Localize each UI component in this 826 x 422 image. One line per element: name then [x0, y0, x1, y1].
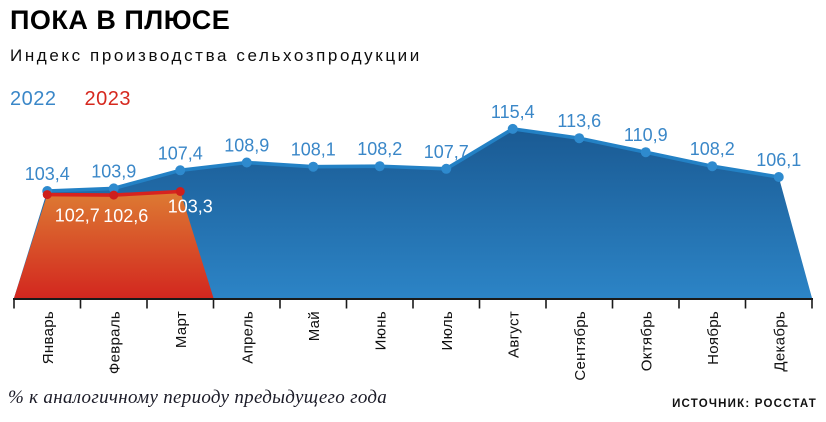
data-point-2022-3 — [241, 157, 252, 168]
value-label-2022-4: 108,1 — [291, 140, 336, 160]
value-label-2022-11: 106,1 — [756, 150, 801, 170]
legend-item-2023: 2023 — [84, 88, 131, 110]
x-tick-label-5: Июнь — [372, 311, 389, 350]
value-label-2023-1: 102,6 — [103, 206, 148, 226]
x-tick-label-7: Август — [505, 311, 522, 358]
data-point-2022-8 — [574, 133, 585, 144]
data-point-2022-1 — [108, 183, 119, 194]
data-point-2022-11 — [773, 172, 784, 182]
value-label-2022-10: 108,2 — [690, 139, 735, 159]
value-label-2022-2: 107,4 — [158, 143, 203, 163]
x-tick-label-8: Сентябрь — [572, 311, 589, 381]
data-point-2022-4 — [308, 161, 319, 172]
chart-subtitle: Индекс производства сельхозпродукции — [10, 46, 422, 65]
legend-item-2022: 2022 — [10, 88, 57, 110]
footnote: % к аналогичному периоду предыдущего год… — [8, 387, 388, 408]
x-tick-label-10: Ноябрь — [705, 311, 722, 365]
data-point-2022-2 — [175, 165, 186, 176]
x-tick-label-6: Июль — [439, 311, 456, 350]
line-2022 — [45, 127, 781, 193]
value-label-2022-7: 115,4 — [491, 102, 535, 122]
value-label-2022-0: 103,4 — [25, 164, 70, 184]
data-point-2022-10 — [707, 161, 718, 172]
source-label: ИСТОЧНИК: РОССТАТ — [672, 398, 817, 410]
data-point-2022-7 — [507, 123, 518, 134]
x-tick-label-11: Декабрь — [771, 311, 788, 372]
value-label-2023-0: 102,7 — [55, 206, 100, 226]
data-point-2023-2 — [175, 187, 185, 196]
data-point-2023-0 — [42, 190, 52, 200]
x-tick-label-2: Март — [173, 311, 190, 348]
data-point-2022-5 — [374, 161, 385, 172]
value-label-2022-9: 110,9 — [624, 125, 668, 145]
x-tick-label-9: Октябрь — [638, 311, 655, 371]
x-tick-label-1: Февраль — [106, 311, 123, 374]
value-label-2022-5: 108,2 — [357, 139, 402, 159]
page-title: ПОКА В ПЛЮСЕ — [10, 5, 231, 35]
data-point-2022-6 — [441, 163, 452, 174]
data-point-2022-9 — [640, 147, 651, 158]
value-label-2022-8: 113,6 — [557, 111, 601, 131]
data-point-2023-1 — [109, 190, 119, 200]
x-tick-label-0: Январь — [40, 311, 57, 364]
area-2022 — [14, 128, 812, 298]
value-label-2023-2: 103,3 — [168, 197, 213, 217]
legend: 2022 2023 — [10, 88, 131, 111]
value-label-2022-3: 108,9 — [224, 136, 269, 156]
x-tick-label-4: Май — [306, 311, 323, 341]
value-label-2022-6: 107,7 — [424, 142, 469, 162]
x-tick-label-3: Апрель — [239, 311, 256, 364]
area-2023 — [14, 191, 214, 298]
value-label-2022-1: 103,9 — [91, 161, 136, 181]
